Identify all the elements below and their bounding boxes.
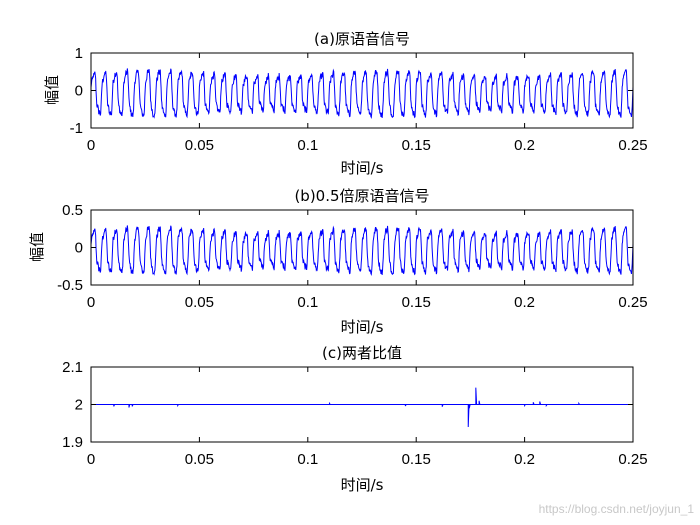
subplot-c-xticks: 0 0.05 0.1 0.15 0.2 0.25 [87, 367, 648, 468]
y-tick-label: 1 [75, 45, 83, 62]
x-tick-label: 0.1 [297, 137, 318, 154]
subplot-c-title: (c)两者比值 [322, 344, 402, 362]
y-tick-label: 0 [75, 83, 83, 100]
y-tick-label: 2 [75, 397, 83, 414]
subplot-a-yticks: -1 0 1 [70, 45, 633, 137]
x-tick-label: 0.25 [618, 137, 647, 154]
subplot-b-title: (b)0.5倍原语音信号 [294, 187, 429, 205]
subplot-b-ylabel: 幅值 [28, 232, 46, 262]
x-tick-label: 0.15 [402, 137, 431, 154]
subplot-b: (b)0.5倍原语音信号 0 0.05 0.1 0.15 0.2 0.25 -0.500.… [28, 187, 648, 336]
subplot-a-ylabel: 幅值 [43, 75, 61, 105]
y-tick-label: 0.5 [62, 202, 83, 219]
x-tick-label: 0.2 [514, 294, 535, 311]
subplot-c-yticks: 1.9 2 2.1 [62, 359, 633, 451]
x-tick-label: 0.05 [185, 451, 214, 468]
y-tick-label: 2.1 [62, 359, 83, 376]
subplot-b-xticks: 0 0.05 0.1 0.15 0.2 0.25 [87, 210, 648, 311]
x-tick-label: 0.05 [185, 294, 214, 311]
series-line [90, 225, 634, 277]
subplot-b-series [90, 225, 634, 277]
x-tick-label: 0.05 [185, 137, 214, 154]
y-tick-label: -0.5 [57, 277, 83, 294]
x-tick-label: 0.2 [514, 451, 535, 468]
y-tick-label: -1 [70, 120, 83, 137]
x-tick-label: 0.2 [514, 137, 535, 154]
x-tick-label: 0.1 [297, 451, 318, 468]
series-line [91, 387, 633, 428]
x-tick-label: 0.1 [297, 294, 318, 311]
x-tick-label: 0.15 [402, 451, 431, 468]
subplot-c-series [91, 387, 633, 428]
subplot-a-series [90, 68, 634, 120]
subplot-a-xlabel: 时间/s [341, 159, 384, 177]
subplot-b-yticks: -0.5 0 0.5 [57, 202, 633, 294]
x-tick-label: 0 [87, 294, 95, 311]
x-tick-label: 0.15 [402, 294, 431, 311]
subplot-a: (a)原语音信号 0 0.05 0.1 0.15 0.2 0.25 -101 时间/s 幅… [43, 30, 648, 177]
subplot-a-title: (a)原语音信号 [314, 30, 410, 48]
x-tick-label: 0 [87, 451, 95, 468]
y-tick-label: 0 [75, 240, 83, 257]
x-tick-label: 0.25 [618, 451, 647, 468]
subplot-a-xticks: 0 0.05 0.1 0.15 0.2 0.25 [87, 53, 648, 154]
x-tick-label: 0.25 [618, 294, 647, 311]
subplot-c: (c)两者比值 0 0.05 0.1 0.15 0.2 0.25 1.9 2 2.1 时间/s [62, 344, 647, 494]
series-line [90, 68, 634, 120]
subplot-b-xlabel: 时间/s [341, 318, 384, 336]
watermark-text: https://blog.csdn.net/joyjun_1 [539, 502, 695, 516]
subplot-c-xlabel: 时间/s [341, 476, 384, 494]
y-tick-label: 1.9 [62, 434, 83, 451]
x-tick-label: 0 [87, 137, 95, 154]
